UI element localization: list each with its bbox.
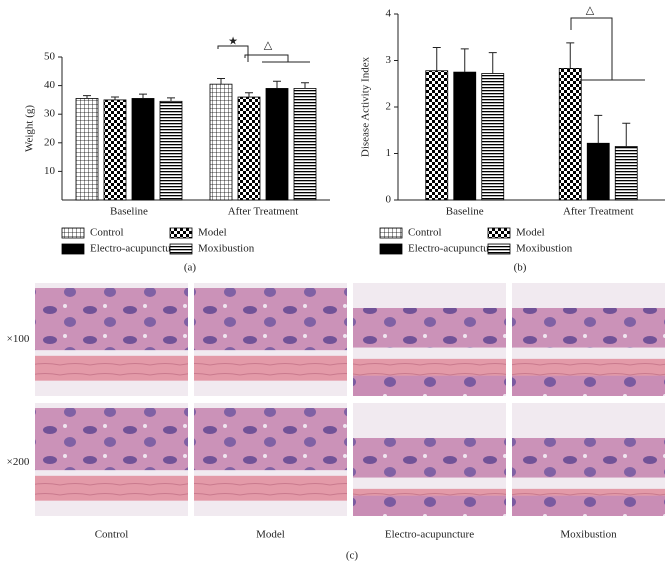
legend-label: Model — [516, 227, 545, 239]
legend-swatch — [61, 227, 85, 239]
error-bar — [594, 114, 603, 144]
legend-label: Control — [408, 227, 442, 239]
bar — [293, 88, 317, 201]
column-label: Moxibustion — [560, 529, 617, 541]
mucosa — [512, 375, 665, 396]
bracket — [217, 45, 249, 62]
legend-label: Electro-acupuncture — [90, 243, 179, 255]
mucosa — [512, 308, 665, 348]
bar — [614, 146, 638, 201]
error-bar — [83, 95, 91, 99]
error-bar — [167, 97, 175, 102]
legend-swatch — [169, 227, 193, 239]
panel-label: (a) — [184, 262, 197, 274]
mucosa — [512, 438, 665, 478]
column-label: Control — [95, 529, 129, 541]
legend-label: Moxibustion — [516, 243, 573, 255]
muscle — [194, 475, 347, 501]
y-tick-label: 3 — [386, 54, 392, 66]
legend-label: Electro-acupuncture — [408, 243, 497, 255]
bar — [586, 142, 610, 201]
y-tick-label: 50 — [44, 51, 56, 63]
error-bar — [566, 42, 575, 69]
x-tick-label: After Treatment — [563, 206, 634, 218]
column-label: Electro-acupuncture — [385, 529, 474, 541]
bar — [558, 68, 582, 201]
column-label: Model — [256, 529, 285, 541]
panel-label: (b) — [514, 262, 527, 274]
y-tick-label: 0 — [386, 194, 392, 206]
y-tick-label: 20 — [44, 136, 56, 148]
error-bar — [273, 80, 281, 89]
annotation: △ — [586, 5, 595, 17]
legend-swatch — [487, 243, 511, 255]
y-axis-label: Disease Activity Index — [360, 56, 372, 157]
legend-swatch — [487, 227, 511, 239]
annotation: ★ — [228, 36, 238, 48]
legend-swatch — [169, 243, 193, 255]
error-bar — [622, 122, 631, 147]
legend-swatch — [379, 243, 403, 255]
error-bar — [217, 77, 225, 85]
muscle — [194, 355, 347, 381]
y-axis-label: Weight (g) — [24, 105, 36, 152]
bar — [237, 96, 261, 201]
row-label: ×100 — [7, 333, 30, 345]
x-tick-label: After Treatment — [228, 206, 299, 218]
error-bar — [301, 82, 309, 89]
bar — [453, 71, 477, 201]
panel-label: (c) — [346, 550, 359, 562]
mucosa — [353, 375, 506, 396]
y-tick-label: 10 — [44, 165, 56, 177]
error-bar — [488, 52, 497, 74]
y-tick-label: 1 — [386, 147, 392, 159]
muscle — [35, 355, 188, 381]
mucosa — [353, 438, 506, 478]
y-tick-label: 40 — [44, 79, 56, 91]
mucosa — [35, 288, 188, 351]
annotation: △ — [264, 40, 273, 52]
y-tick-label: 4 — [386, 8, 392, 20]
legend-label: Moxibustion — [198, 243, 255, 255]
error-bar — [460, 48, 469, 73]
legend-label: Model — [198, 227, 227, 239]
bar — [481, 73, 505, 201]
bracket — [570, 17, 645, 81]
muscle — [35, 475, 188, 501]
error-bar — [245, 92, 253, 98]
y-tick-label: 2 — [386, 101, 392, 113]
bar — [103, 99, 127, 201]
bar — [265, 88, 289, 201]
bar — [209, 83, 233, 201]
legend-swatch — [61, 243, 85, 255]
mucosa — [353, 308, 506, 348]
error-bar — [139, 93, 147, 99]
y-tick-label: 30 — [44, 108, 56, 120]
bar — [159, 100, 183, 201]
mucosa — [35, 408, 188, 471]
legend-swatch — [379, 227, 403, 239]
bar — [131, 98, 155, 201]
mucosa — [512, 495, 665, 516]
x-tick-label: Baseline — [446, 206, 484, 218]
row-label: ×200 — [7, 456, 30, 468]
bracket — [244, 54, 310, 63]
error-bar — [111, 96, 119, 100]
histology: ×100 ×200 Control Model Electro-acupuncture M… — [7, 283, 665, 541]
legend-label: Control — [90, 227, 124, 239]
x-tick-label: Baseline — [110, 206, 148, 218]
bar — [425, 70, 449, 201]
bar — [75, 98, 99, 201]
mucosa — [194, 408, 347, 471]
mucosa — [353, 495, 506, 516]
error-bar — [432, 46, 441, 71]
mucosa — [194, 288, 347, 351]
